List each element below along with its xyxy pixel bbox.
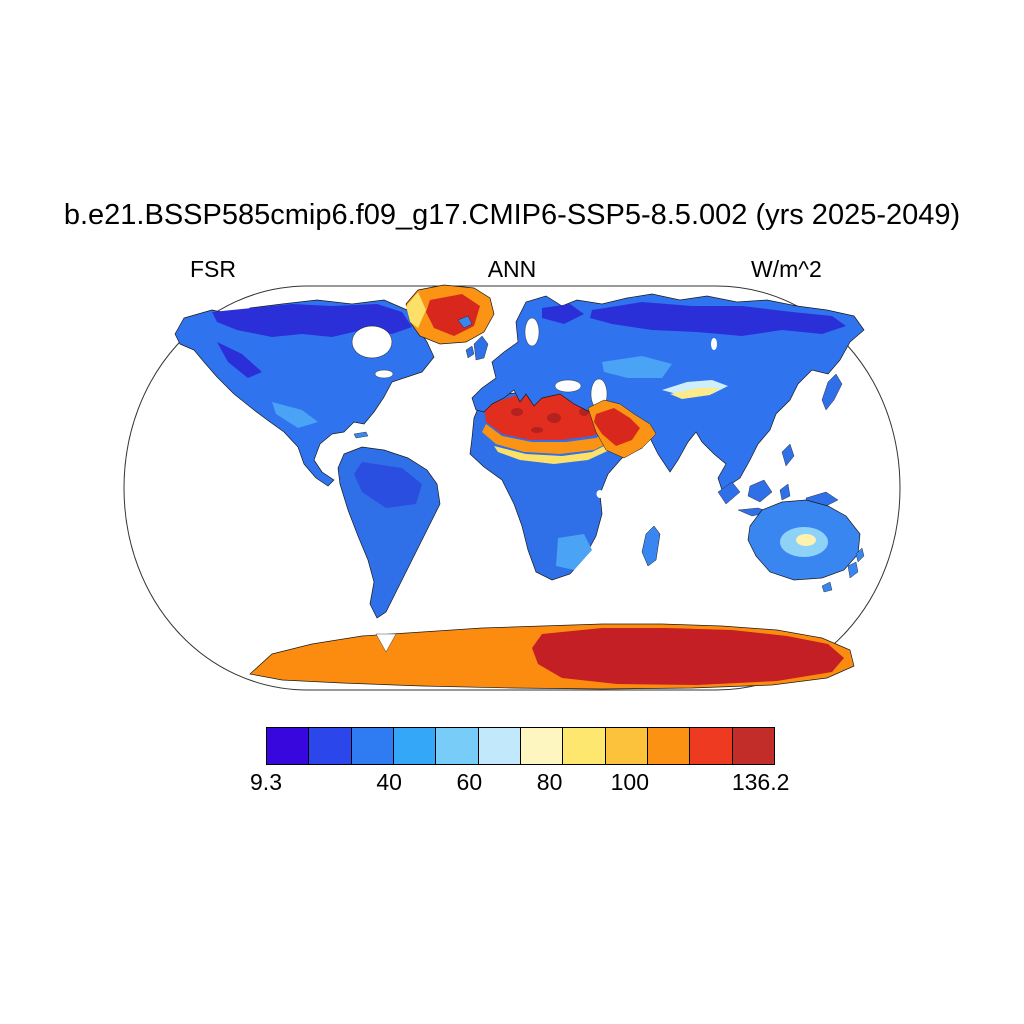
arabia-hot-core bbox=[594, 408, 640, 446]
lake-victoria bbox=[596, 490, 604, 498]
colorbar-cell bbox=[436, 728, 479, 764]
plot-title: b.e21.BSSP585cmip6.f09_g17.CMIP6-SSP5-8.… bbox=[63, 199, 961, 231]
weddell-sea-notch bbox=[375, 633, 397, 653]
continent-australia bbox=[747, 499, 865, 593]
colorbar-tick-label: 80 bbox=[536, 769, 563, 795]
great-britain-island bbox=[473, 335, 489, 361]
colorbar-cell bbox=[690, 728, 733, 764]
colorbar-cell bbox=[351, 728, 394, 764]
colorbar-tick-label: 40 bbox=[376, 769, 402, 795]
black-sea bbox=[554, 379, 582, 393]
siberia-region bbox=[590, 302, 846, 336]
sahara-hotspot bbox=[531, 427, 543, 433]
outback-core bbox=[796, 534, 816, 546]
greenland-west-fringe bbox=[406, 292, 426, 328]
variable-label: FSR bbox=[190, 256, 236, 282]
continent-antarctica bbox=[249, 623, 855, 690]
colorbar-tick-label: 9.3 bbox=[250, 769, 282, 795]
world-map bbox=[122, 282, 902, 694]
colorbar-cell bbox=[520, 728, 564, 764]
colorbar-cell bbox=[309, 728, 352, 764]
continent-north-america bbox=[174, 299, 435, 487]
central-asia-region bbox=[602, 356, 672, 378]
colorbar-cell bbox=[393, 728, 437, 764]
ireland-island bbox=[465, 345, 475, 359]
great-lakes bbox=[374, 369, 394, 379]
units-label: W/m^2 bbox=[751, 256, 822, 282]
sahara-hotspot bbox=[547, 413, 561, 423]
continent-eurasia bbox=[457, 293, 865, 491]
amazon-region bbox=[354, 462, 422, 508]
season-label: ANN bbox=[487, 256, 537, 282]
colorbar bbox=[266, 727, 775, 765]
colorbar-cell bbox=[605, 728, 648, 764]
new-zealand-north-island bbox=[855, 547, 865, 563]
continent-south-america bbox=[337, 446, 441, 619]
colorbar-tick-label: 136.2 bbox=[731, 769, 790, 795]
japan-islands bbox=[821, 373, 843, 411]
colorbar-cell bbox=[647, 728, 691, 764]
greenland bbox=[405, 284, 495, 345]
southwest-us-region bbox=[272, 402, 318, 428]
sumatra-island bbox=[717, 481, 741, 505]
colorbar-cell bbox=[732, 728, 774, 764]
sahel-yellow-band bbox=[494, 442, 614, 464]
indonesia-islands bbox=[717, 479, 839, 517]
southern-africa-region bbox=[556, 534, 592, 570]
sahara-hotspot bbox=[511, 408, 523, 416]
philippines-islands bbox=[781, 443, 795, 467]
tasmania-island bbox=[821, 581, 833, 593]
northeast-europe-region bbox=[542, 304, 584, 324]
sahel-orange-band bbox=[482, 424, 618, 454]
madagascar-island bbox=[641, 525, 661, 567]
baltic-sea bbox=[524, 317, 540, 347]
new-zealand-south-island bbox=[847, 561, 859, 579]
sulawesi-island bbox=[779, 483, 791, 501]
cuba-island bbox=[353, 431, 369, 439]
lake-baikal bbox=[711, 338, 717, 350]
iceland-island bbox=[457, 315, 473, 329]
hudson-bay bbox=[351, 325, 393, 359]
borneo-island bbox=[747, 479, 773, 503]
himalaya-band bbox=[670, 388, 720, 399]
east-antarctica-region bbox=[532, 628, 844, 685]
colorbar-cell bbox=[478, 728, 521, 764]
colorbar-cell bbox=[267, 728, 310, 764]
colorbar-tick-label: 60 bbox=[456, 769, 483, 795]
map-outline bbox=[123, 285, 901, 691]
colorbar-ticks: 9.3 40 60 80 100 136.2 bbox=[250, 769, 789, 799]
colorbar-cell bbox=[563, 728, 606, 764]
rockies-region bbox=[217, 342, 262, 378]
colorbar-tick-label: 100 bbox=[610, 769, 649, 795]
